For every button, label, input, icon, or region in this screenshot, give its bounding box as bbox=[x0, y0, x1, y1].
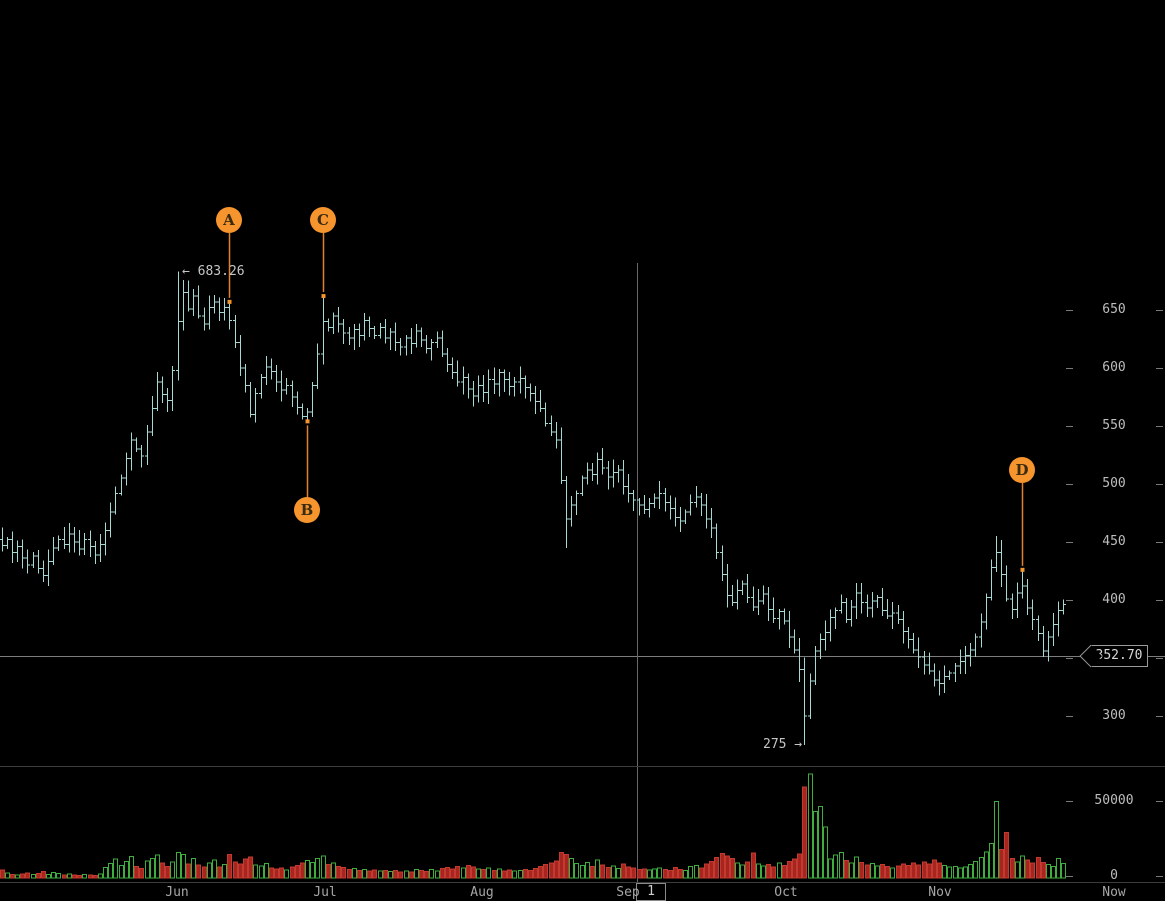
marker-c[interactable]: C bbox=[310, 207, 336, 233]
current-price-tag: 352.70 bbox=[1090, 645, 1148, 667]
marker-b[interactable]: B bbox=[294, 497, 320, 523]
x-axis-label-now: Now bbox=[1102, 885, 1126, 900]
price-axis-label: 550 bbox=[1102, 418, 1126, 433]
crosshair-date-box: 1 bbox=[636, 883, 666, 901]
price-axis-label: 600 bbox=[1102, 360, 1126, 375]
x-axis-label-sep: Sep bbox=[616, 885, 640, 900]
high-price-annotation: ← 683.26 bbox=[182, 264, 245, 279]
marker-d[interactable]: D bbox=[1009, 457, 1035, 483]
price-axis-label: 300 bbox=[1102, 708, 1126, 723]
price-axis-label: 450 bbox=[1102, 534, 1126, 549]
marker-a[interactable]: A bbox=[216, 207, 242, 233]
pane-separator bbox=[0, 766, 1165, 767]
volume-axis-label: 50000 bbox=[1094, 793, 1134, 808]
price-axis-label: 500 bbox=[1102, 476, 1126, 491]
x-axis-label-aug: Aug bbox=[470, 885, 494, 900]
crosshair-vertical-line bbox=[637, 263, 638, 882]
time-axis: Jun Jul Aug Sep Oct Nov Now bbox=[0, 882, 1165, 901]
x-axis-label-nov: Nov bbox=[928, 885, 952, 900]
x-axis-label-jun: Jun bbox=[165, 885, 189, 900]
price-axis-label: 650 bbox=[1102, 302, 1126, 317]
volume-axis-label: 0 bbox=[1110, 868, 1118, 883]
x-axis-label-jul: Jul bbox=[313, 885, 337, 900]
low-price-annotation: 275 → bbox=[763, 737, 803, 752]
x-axis-label-oct: Oct bbox=[774, 885, 798, 900]
price-axis-label: 400 bbox=[1102, 592, 1126, 607]
current-price-line bbox=[0, 656, 1165, 657]
